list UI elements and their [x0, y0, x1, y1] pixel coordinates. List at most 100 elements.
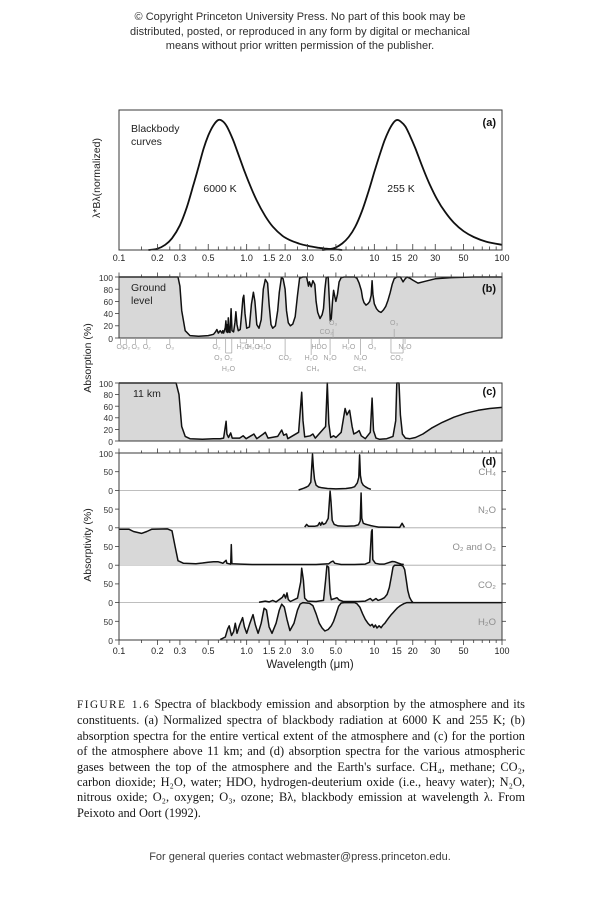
- y-tick-label-b: 60: [103, 296, 113, 307]
- curve-label-6000k: 6000 K: [203, 183, 237, 195]
- figure-caption: FIGURE 1.6 Spectra of blackbody emission …: [77, 697, 525, 821]
- y-tick-label-d: 0: [108, 635, 113, 646]
- gas-label-1: N₂O: [478, 504, 496, 516]
- panel-a-y-axis-title: λ*Bλ(normalized): [91, 138, 103, 218]
- y-tick-label-d: 0: [108, 560, 113, 571]
- x-tick-label-a: 15: [391, 253, 402, 263]
- molecule-annotation-H₂O: H₂O: [257, 344, 272, 351]
- x-tick-label-d: 2.0: [278, 646, 292, 656]
- molecule-annotation-O₂: O₂: [224, 355, 233, 362]
- x-tick-label-a: 5.0: [329, 253, 343, 263]
- x-tick-label-a: 100: [494, 253, 510, 263]
- molecule-annotation-O₃: O₃: [367, 344, 377, 351]
- molecule-annotation-N₂O: N₂O: [353, 355, 368, 362]
- molecule-annotation-O₃: O₃: [328, 320, 338, 327]
- molecule-annotation-CO₂: CO₂: [319, 329, 333, 336]
- panel-b-spectrum: [119, 276, 502, 338]
- x-tick-label-a: 1.0: [240, 253, 253, 263]
- molecule-annotation-N₂O: N₂O: [323, 355, 337, 362]
- molecule-annotation-O₃: O₃: [131, 344, 140, 351]
- x-tick-label-d: 0.2: [151, 646, 164, 656]
- gas-label-0: CH₄: [478, 467, 496, 479]
- y-tick-label-c: 60: [103, 401, 113, 412]
- y-tick-label-c: 40: [103, 413, 113, 424]
- panel-c-frame: [118, 382, 503, 442]
- x-tick-label-d: 15: [391, 646, 402, 656]
- panel-a-annotation: Blackbody curves: [131, 123, 180, 148]
- x-tick-label-a: 1.5: [262, 253, 276, 263]
- x-tick-label-d: 0.5: [201, 646, 215, 656]
- y-tick-label-d: 100: [98, 448, 113, 459]
- molecule-annotation-O₂: O₂: [122, 344, 131, 351]
- x-tick-label-a: 0.5: [201, 253, 215, 263]
- molecule-annotation-O₂: O₂: [142, 344, 151, 351]
- figure-caption-label: FIGURE 1.6: [77, 699, 151, 711]
- curve-label-255k: 255 K: [387, 183, 415, 195]
- x-axis-title: Wavelength (μm): [266, 659, 354, 671]
- x-tick-label-d: 1.5: [262, 646, 276, 656]
- molecule-annotation-H₂O: H₂O: [246, 344, 260, 351]
- x-tick-label-d: 0.1: [112, 646, 126, 656]
- panel-a-tag: (a): [482, 117, 496, 129]
- y-tick-label-d: 0: [108, 485, 113, 496]
- x-tick-label-a: 0.2: [151, 253, 164, 263]
- copyright-notice: © Copyright Princeton University Press. …: [0, 10, 600, 54]
- x-tick-label-a: 20: [407, 253, 418, 263]
- footer-contact: For general queries contact webmaster@pr…: [149, 851, 451, 863]
- x-tick-label-d: 100: [494, 646, 510, 656]
- molecule-annotation-HDO: HDO: [311, 344, 327, 351]
- y-tick-label-c: 100: [98, 378, 113, 389]
- molecule-annotation-CH₄: CH₄: [306, 366, 320, 373]
- x-tick-label-d: 50: [458, 646, 469, 656]
- y-tick-label-b: 0: [108, 333, 113, 344]
- molecule-annotation-H₂O: H₂O: [221, 366, 236, 373]
- molecule-annotation-H₂O: H₂O: [304, 355, 318, 362]
- x-tick-label-a: 0.1: [112, 253, 126, 263]
- molecule-annotation-N₂O: N₂O: [398, 344, 412, 351]
- blackbody-curve-6000k: [148, 118, 343, 251]
- y-tick-label-c: 20: [103, 424, 113, 435]
- x-tick-label-d: 10: [369, 646, 380, 656]
- gas-label-3: CO₂: [478, 579, 496, 591]
- panel-b-frame: [118, 276, 503, 339]
- molecule-annotation-H₂O: H₂O: [236, 344, 250, 351]
- y-tick-label-c: 80: [103, 390, 113, 401]
- molecule-annotation-O₃: O₃: [165, 344, 174, 351]
- gas-label-4: H₂O: [478, 617, 496, 628]
- y-tick-label-d: 50: [103, 504, 113, 515]
- y-tick-label-c: 0: [108, 436, 113, 447]
- x-tick-label-a: 30: [430, 253, 441, 263]
- blackbody-curve-255k: [322, 119, 503, 251]
- y-tick-label-d: 50: [103, 616, 113, 627]
- molecule-annotation-CH₄: CH₄: [353, 366, 367, 373]
- y-tick-label-b: 100: [98, 272, 113, 283]
- axis-ticks: [115, 244, 506, 645]
- x-tick-label-d: 20: [407, 646, 418, 656]
- y-tick-label-b: 40: [103, 309, 113, 320]
- x-tick-label-a: 3.0: [301, 253, 314, 263]
- x-tick-label-d: 1.0: [240, 646, 253, 656]
- panel-b-annotation: Ground level: [131, 282, 167, 307]
- panel-c-tag: (c): [482, 386, 496, 398]
- panel-c-annotation: 11 km: [133, 388, 161, 400]
- molecule-annotation-CO₂: CO₂: [390, 355, 404, 362]
- panel-a-frame: [118, 109, 503, 251]
- molecule-annotation-H₂O: H₂O: [342, 344, 356, 351]
- molecule-annotation-O₃: O₃: [390, 320, 399, 327]
- molecule-annotation-O₃: O₃: [116, 344, 125, 351]
- y-tick-label-d: 0: [108, 598, 113, 609]
- x-tick-label-a: 0.3: [173, 253, 187, 263]
- x-tick-label-d: 5.0: [329, 646, 343, 656]
- x-tick-label-d: 0.3: [173, 646, 187, 656]
- molecule-annotation-CO₂: CO₂: [278, 355, 292, 362]
- y-tick-label-d: 50: [103, 542, 113, 552]
- copyright-line: distributed, posted, or reproduced in an…: [130, 25, 470, 38]
- panel-d-spectra: [119, 453, 502, 641]
- y-tick-label-b: 20: [103, 321, 113, 332]
- panel-a-curves: [148, 118, 503, 251]
- x-tick-label-a: 10: [369, 253, 380, 263]
- panel-d-tag: (d): [481, 456, 496, 468]
- panel-b-tag: (b): [481, 283, 496, 295]
